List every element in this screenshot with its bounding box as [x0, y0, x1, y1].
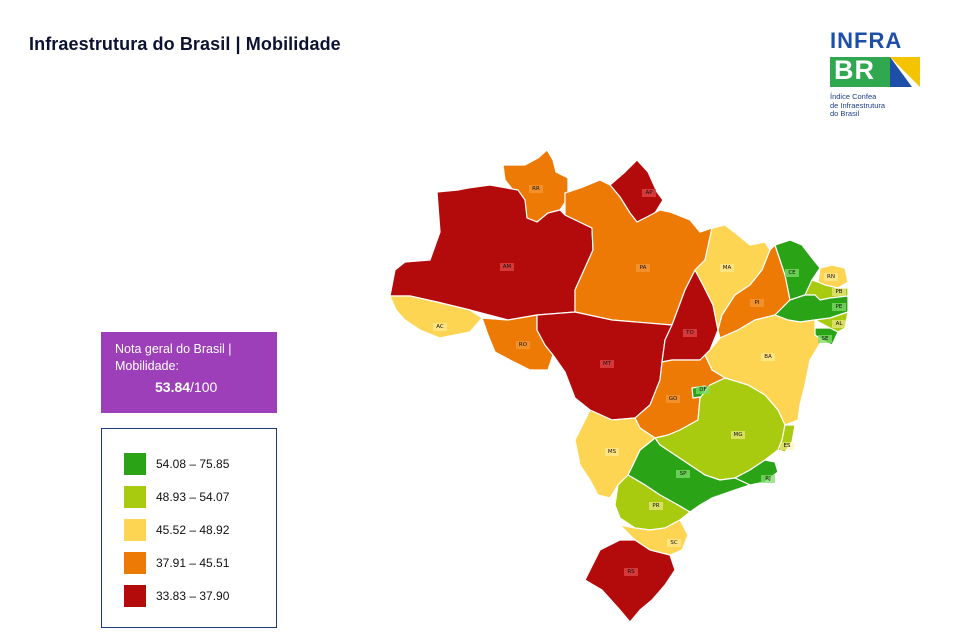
- map-legend: 54.08 – 75.85 48.93 – 54.07 45.52 – 48.9…: [101, 428, 277, 628]
- legend-item: 45.52 – 48.92: [124, 519, 229, 541]
- state-label-pe: PE: [832, 303, 846, 311]
- legend-swatch: [124, 453, 146, 475]
- state-code: DF: [699, 387, 706, 393]
- state-label-al: AL: [832, 320, 846, 328]
- state-code: AP: [645, 190, 653, 196]
- legend-swatch: [124, 519, 146, 541]
- legend-item: 54.08 – 75.85: [124, 453, 229, 475]
- state-label-rr: RR: [529, 185, 543, 193]
- state-label-ma: MA: [720, 264, 734, 272]
- state-label-ba: BA: [761, 353, 775, 361]
- state-label-ap: AP: [642, 189, 656, 197]
- state-label-pb: PB: [832, 288, 846, 296]
- state-code: CE: [788, 270, 796, 276]
- state-code: RR: [532, 186, 540, 192]
- state-code: BA: [764, 354, 772, 360]
- state-code: AC: [436, 324, 444, 330]
- legend-label: 37.91 – 45.51: [156, 556, 230, 570]
- legend-label: 54.08 – 75.85: [156, 457, 230, 471]
- state-code: TO: [685, 330, 694, 336]
- state-label-pi: PI: [750, 299, 764, 307]
- legend-label: 33.83 – 37.90: [156, 589, 230, 603]
- logo-br-text: BR: [834, 55, 875, 85]
- state-code: RO: [519, 342, 528, 348]
- state-rs: [584, 539, 676, 623]
- legend-swatch: [124, 486, 146, 508]
- logo-word: INFRA: [830, 28, 903, 53]
- state-code: PI: [755, 300, 760, 306]
- state-code: MS: [608, 449, 617, 455]
- overall-score-card: Nota geral do Brasil | Mobilidade: 53.84…: [101, 332, 277, 413]
- logo-subtitle: Índice Confea de Infraestrutura do Brasi…: [830, 92, 886, 118]
- state-label-pa: PA: [636, 264, 650, 272]
- state-code: GO: [669, 396, 678, 402]
- state-label-mt: MT: [600, 360, 614, 368]
- state-label-rn: RN: [824, 273, 838, 281]
- state-label-mg: MG: [731, 431, 745, 439]
- state-label-rj: RJ: [761, 475, 775, 483]
- state-label-es: ES: [780, 442, 794, 450]
- score-label-line1: Nota geral do Brasil |: [115, 342, 232, 356]
- state-code: PA: [640, 265, 647, 271]
- score-value: 53.84/100: [155, 379, 218, 395]
- legend-label: 45.52 – 48.92: [156, 523, 230, 537]
- legend-swatch: [124, 585, 146, 607]
- state-label-df: DF: [696, 386, 710, 394]
- state-label-pr: PR: [649, 502, 663, 510]
- state-code: PR: [652, 503, 659, 509]
- state-code: RS: [627, 569, 635, 575]
- state-code: PB: [835, 289, 842, 295]
- state-code: AL: [836, 321, 844, 327]
- legend-item: 33.83 – 37.90: [124, 585, 229, 607]
- state-label-se: SE: [818, 335, 832, 343]
- state-code: RJ: [765, 476, 771, 482]
- state-label-am: AM: [500, 263, 514, 271]
- state-code: RN: [827, 274, 835, 280]
- state-label-sp: SP: [676, 470, 690, 478]
- state-code: MG: [733, 432, 742, 438]
- legend-swatch: [124, 552, 146, 574]
- infra-br-logo: INFRA BR Índice Confea de Infraestrutura…: [828, 28, 938, 124]
- logo-green-box: [830, 57, 890, 87]
- state-code: PE: [836, 304, 843, 310]
- state-code: MA: [723, 265, 732, 271]
- logo-flag-icon: [890, 57, 920, 87]
- state-label-to: TO: [683, 329, 697, 337]
- state-pa: [564, 179, 713, 326]
- state-label-ce: CE: [785, 269, 799, 277]
- state-code: SE: [822, 336, 829, 342]
- state-code: MT: [603, 361, 612, 367]
- legend-label: 48.93 – 54.07: [156, 490, 230, 504]
- legend-item: 48.93 – 54.07: [124, 486, 229, 508]
- state-code: AM: [503, 264, 512, 270]
- state-label-ro: RO: [516, 341, 530, 349]
- state-code: SP: [680, 471, 687, 477]
- state-label-ms: MS: [605, 448, 619, 456]
- state-code: ES: [784, 443, 791, 449]
- state-label-rs: RS: [624, 568, 638, 576]
- legend-item: 37.91 – 45.51: [124, 552, 229, 574]
- state-label-ac: AC: [433, 323, 447, 331]
- state-code: SC: [670, 540, 677, 546]
- state-ac: [389, 295, 483, 339]
- page-title: Infraestrutura do Brasil | Mobilidade: [29, 34, 341, 54]
- state-label-go: GO: [666, 395, 680, 403]
- state-label-sc: SC: [667, 539, 681, 547]
- score-label-line2: Mobilidade:: [115, 359, 179, 373]
